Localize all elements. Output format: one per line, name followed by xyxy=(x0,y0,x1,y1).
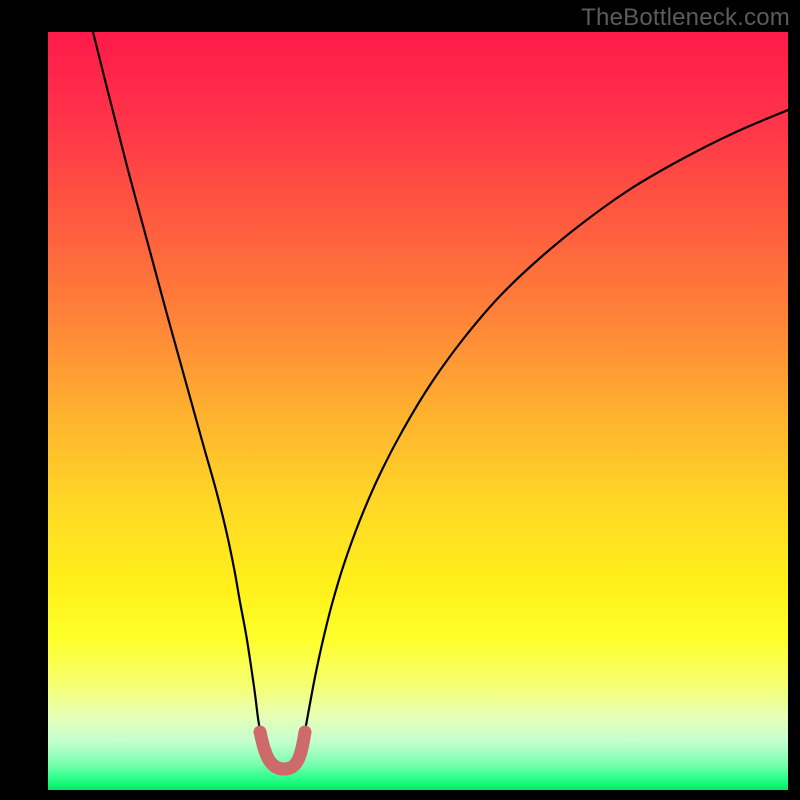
gradient-background xyxy=(48,32,788,790)
chart-container: TheBottleneck.com xyxy=(0,0,800,800)
plot-area xyxy=(48,32,788,790)
chart-svg xyxy=(48,32,788,790)
watermark-label: TheBottleneck.com xyxy=(581,4,790,32)
